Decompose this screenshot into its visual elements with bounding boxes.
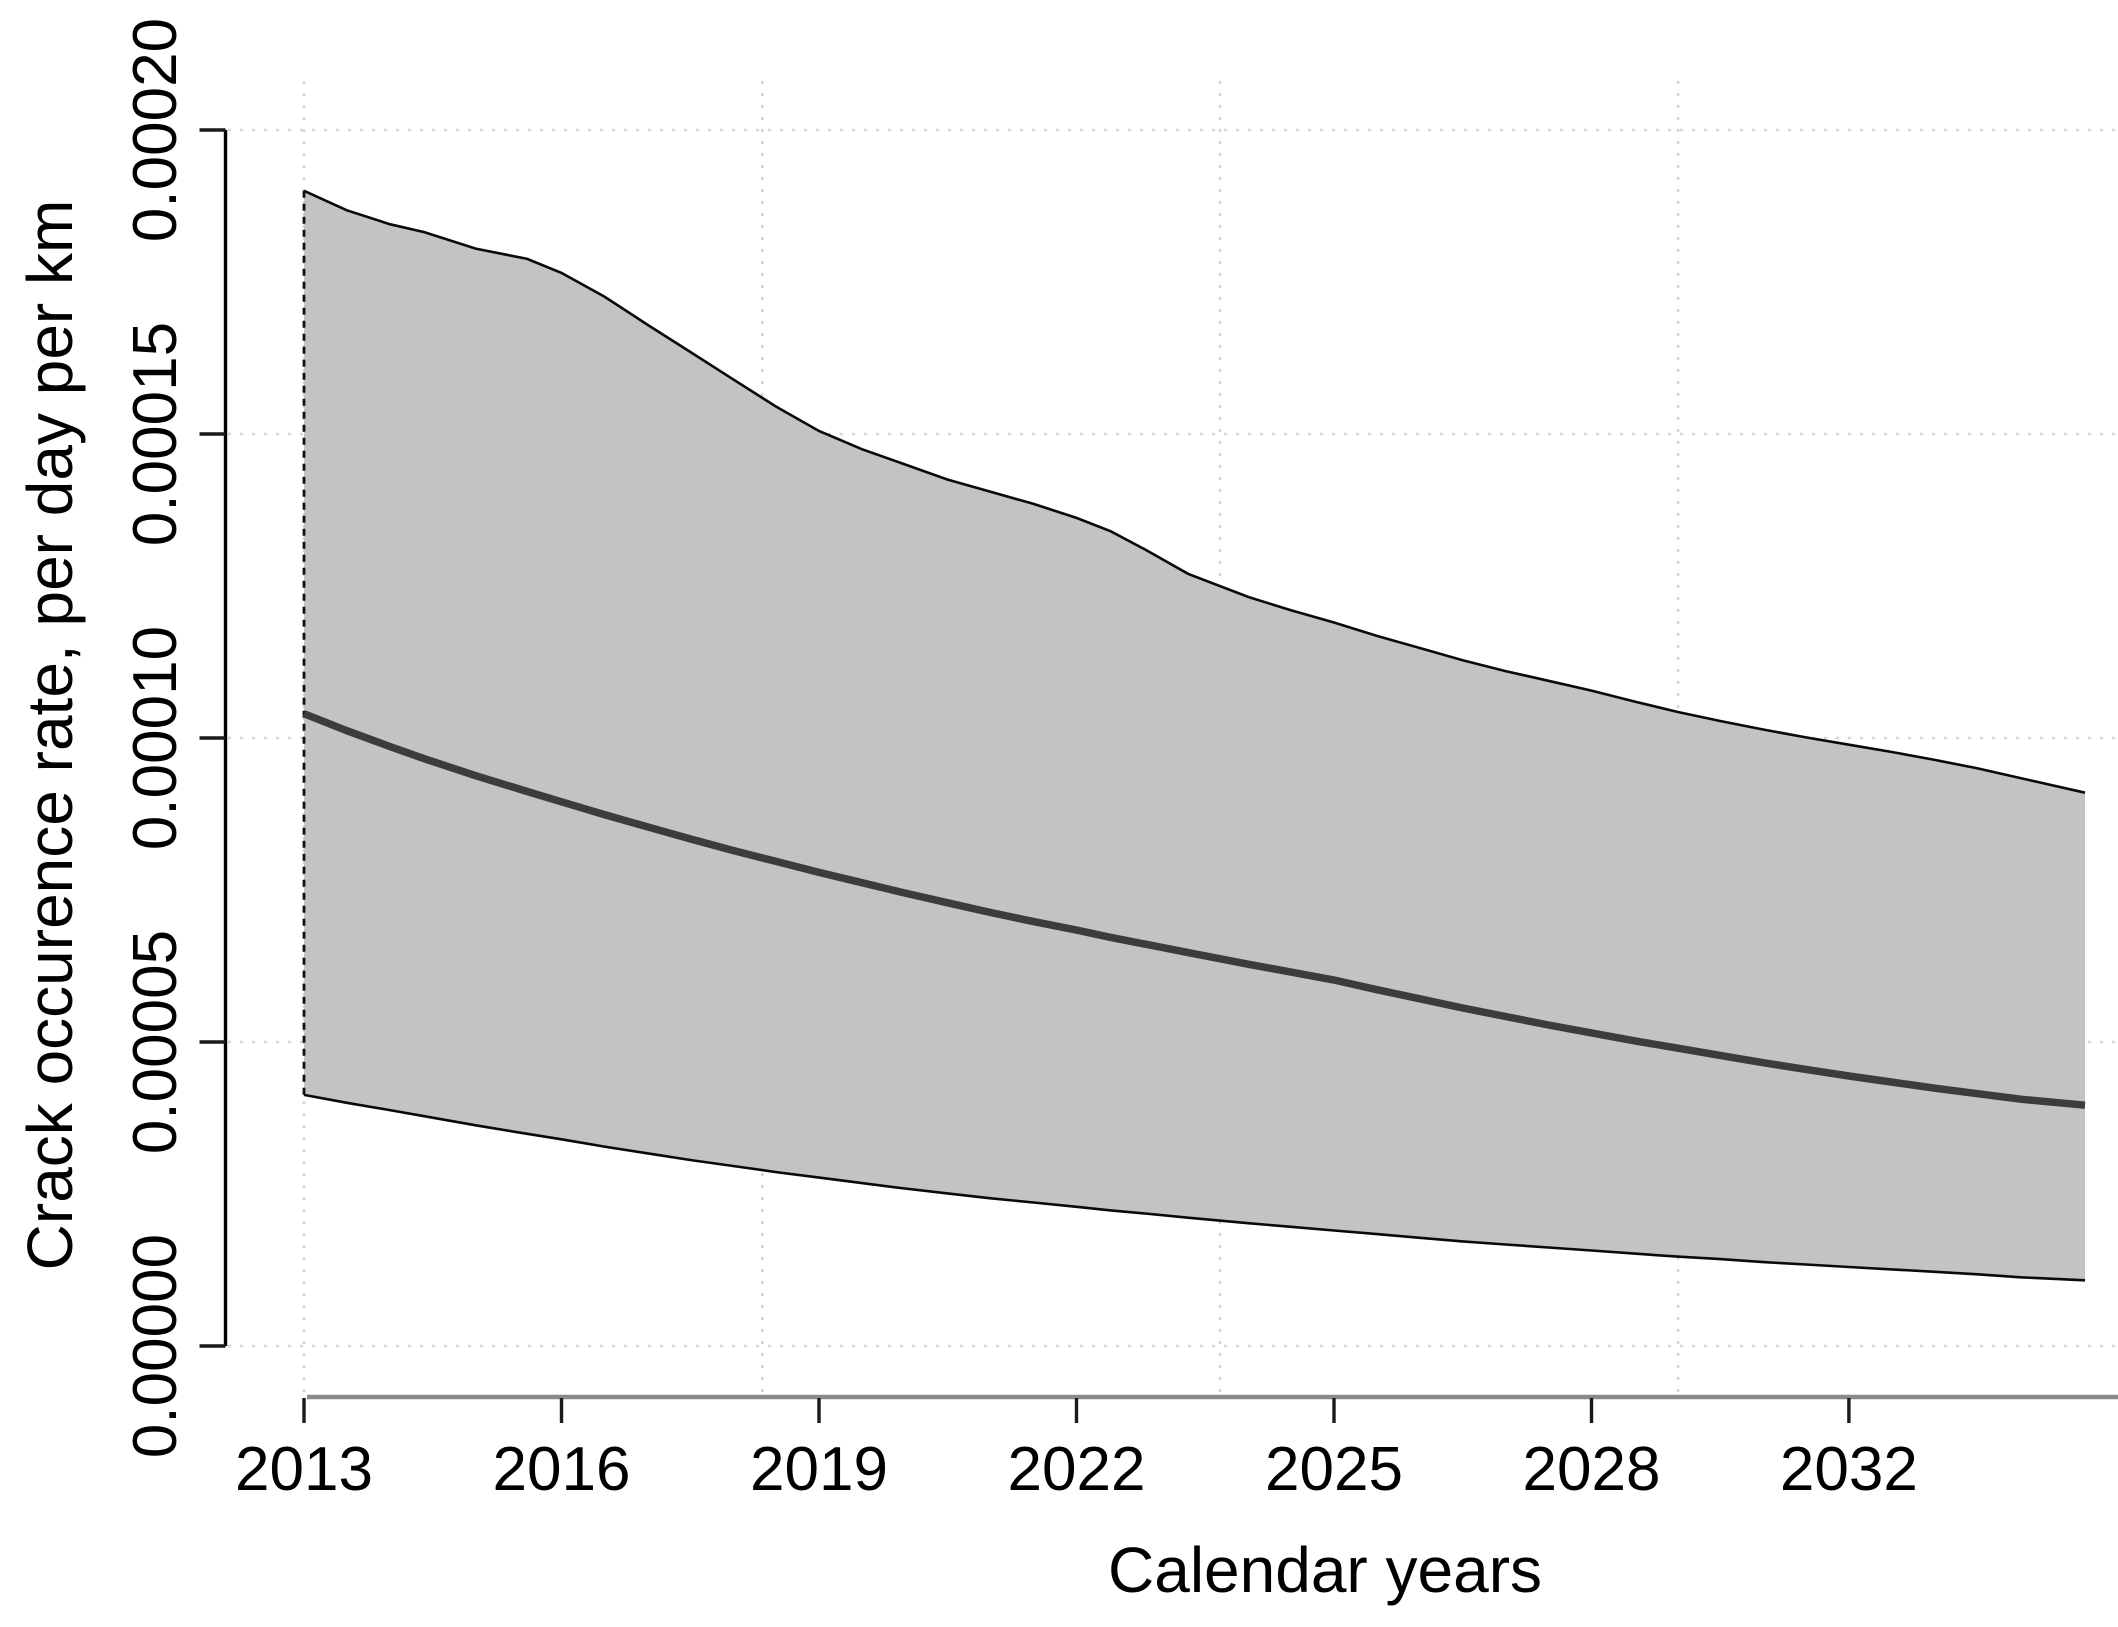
y-axis-title: Crack occurence rate, per day per km xyxy=(14,200,86,1271)
mean-line-group xyxy=(302,710,2086,1109)
x-tick-label: 2025 xyxy=(1265,1435,1403,1504)
x-tick-label: 2019 xyxy=(750,1435,888,1504)
y-tick-label: 0.00005 xyxy=(121,930,190,1154)
confidence-band xyxy=(304,190,2085,1281)
x-tick-label: 2022 xyxy=(1008,1435,1146,1504)
x-axis-title: Calendar years xyxy=(1108,1534,1542,1606)
lower-bound-line xyxy=(303,1093,2086,1282)
y-tick-label: 0.00000 xyxy=(121,1234,190,1458)
y-tick-label: 0.00015 xyxy=(121,322,190,546)
upper-bound-line xyxy=(303,189,2086,794)
x-tick-label: 2032 xyxy=(1780,1435,1918,1504)
y-axis-group: 0.00000 0.00005 0.00010 0.00015 0.00020 xyxy=(121,18,228,1458)
confidence-band-group xyxy=(302,189,2086,1282)
y-tick-label: 0.00020 xyxy=(121,18,190,242)
x-axis-group: 2013 2016 2019 2022 2025 2028 2032 xyxy=(235,1394,2118,1504)
y-tick-label: 0.00010 xyxy=(121,626,190,850)
x-tick-label: 2013 xyxy=(235,1435,373,1504)
x-tick-label: 2028 xyxy=(1523,1435,1661,1504)
x-tick-label: 2016 xyxy=(493,1435,631,1504)
mean-line xyxy=(302,710,2086,1109)
